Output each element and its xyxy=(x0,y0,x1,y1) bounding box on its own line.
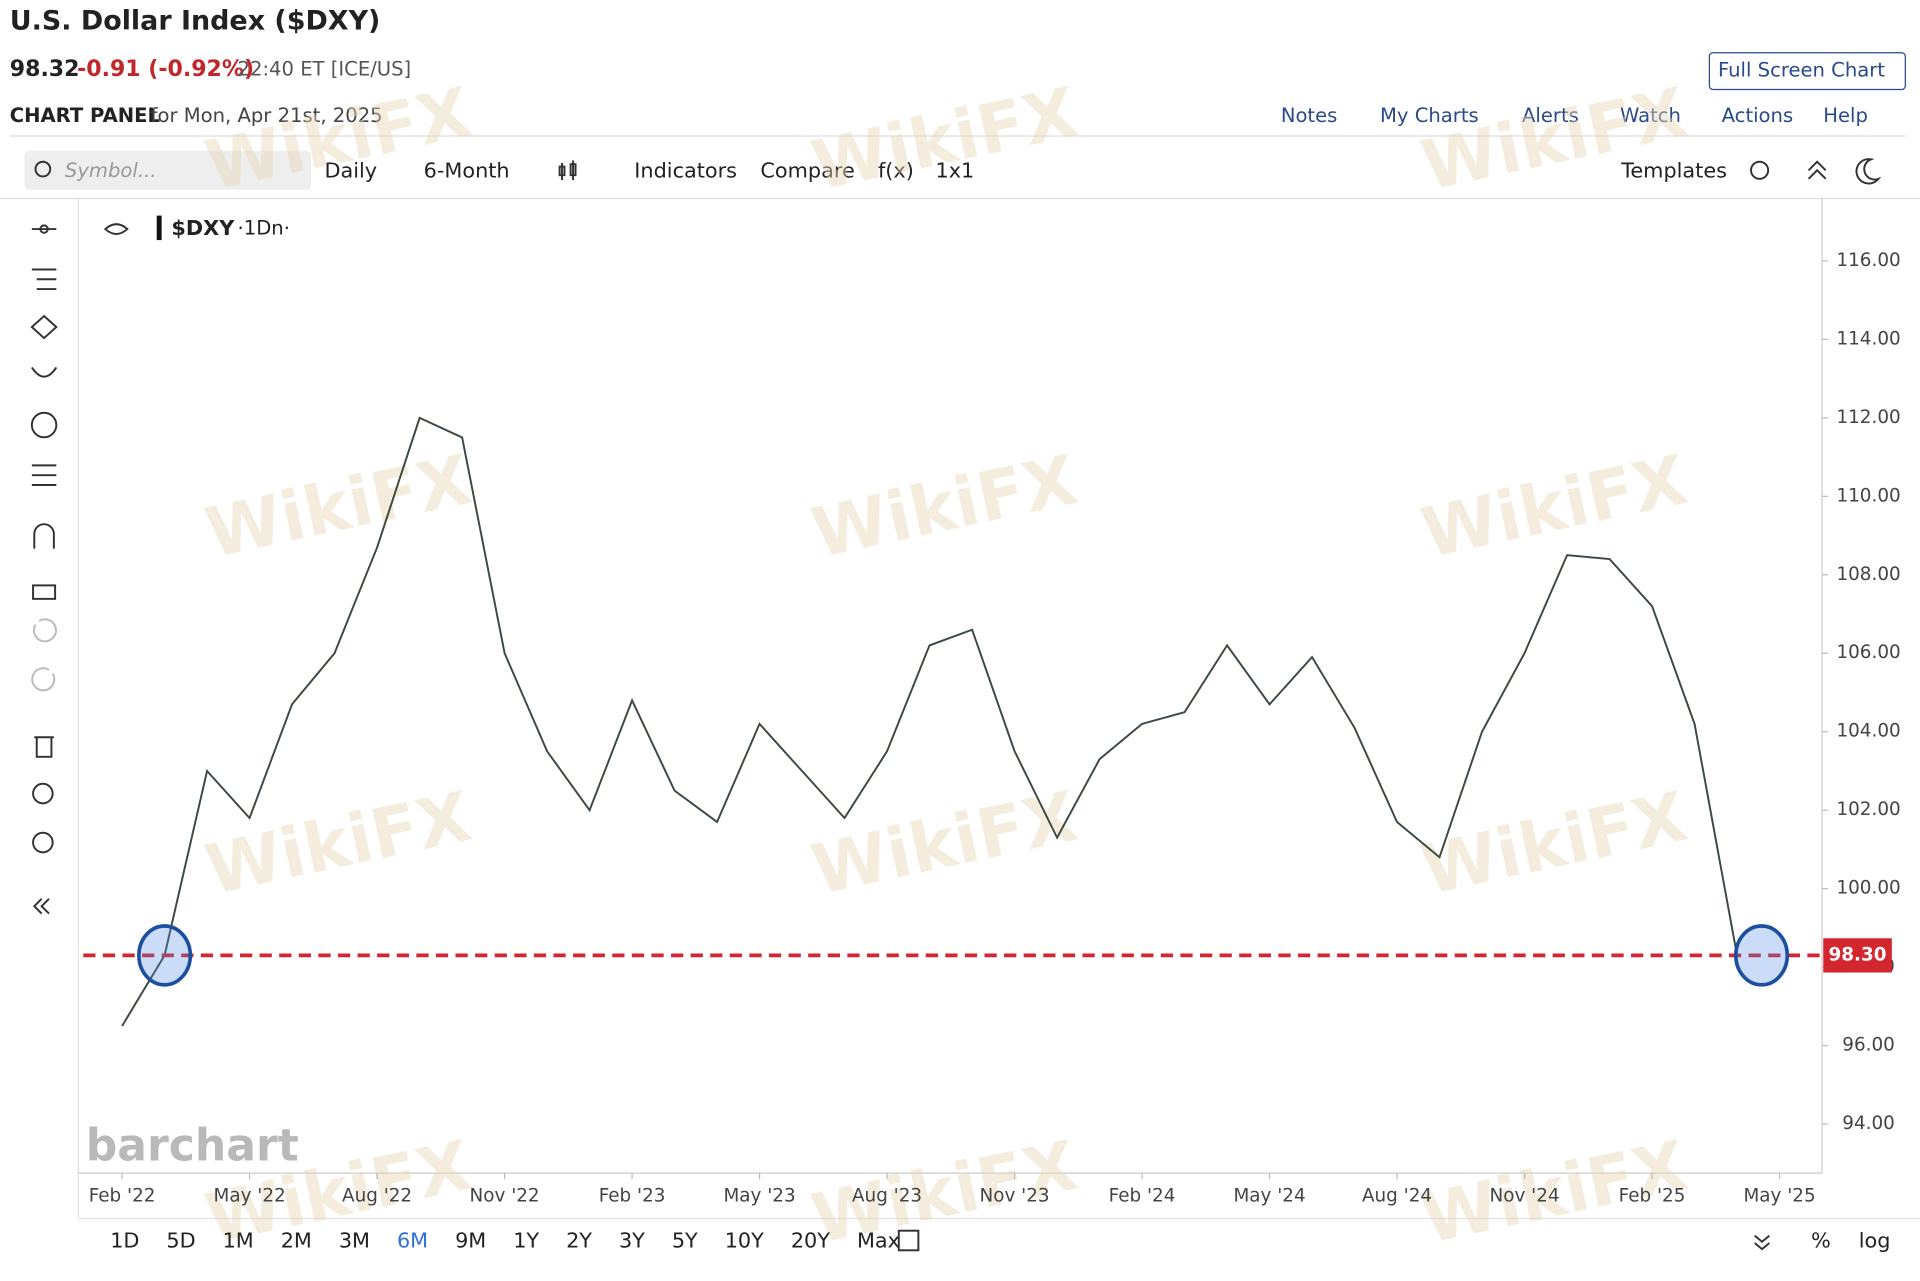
search-placeholder[interactable]: Symbol... xyxy=(65,159,157,182)
x-tick-label: Nov '23 xyxy=(980,1185,1050,1206)
x-tick-label: Feb '24 xyxy=(1109,1185,1176,1206)
theme-icon[interactable] xyxy=(1855,158,1882,185)
nav-link[interactable]: Watch xyxy=(1620,104,1681,127)
nav-link[interactable]: Notes xyxy=(1281,104,1338,127)
x-tick-label: Nov '22 xyxy=(470,1185,540,1206)
full-screen-label[interactable]: Full Screen Chart xyxy=(1718,59,1885,82)
calendar-icon[interactable] xyxy=(897,1229,920,1252)
x-tick-label: May '22 xyxy=(213,1185,285,1206)
nav-link[interactable]: Help xyxy=(1823,104,1868,127)
panel-label: CHART PANEL xyxy=(10,104,160,127)
toolbar-item[interactable]: Indicators xyxy=(634,159,737,183)
y-tick-label: 100.00 xyxy=(1836,878,1900,899)
x-tick-label: May '24 xyxy=(1233,1185,1305,1206)
range-button[interactable]: 2Y xyxy=(566,1229,592,1253)
toolbar-item[interactable]: Compare xyxy=(760,159,854,183)
x-tick-label: Aug '24 xyxy=(1362,1185,1432,1206)
price-line xyxy=(121,416,1739,1027)
search-icon xyxy=(34,160,52,178)
range-button[interactable]: 1Y xyxy=(513,1229,539,1253)
redo-icon[interactable] xyxy=(31,667,56,692)
range-button[interactable]: 9M xyxy=(455,1229,486,1253)
nav-link[interactable]: Actions xyxy=(1722,104,1794,127)
y-tick-label: 94.00 xyxy=(1842,1113,1895,1134)
x-tick-label: Feb '22 xyxy=(89,1185,156,1206)
x-tick-label: Aug '22 xyxy=(342,1185,412,1206)
tool-icon[interactable] xyxy=(31,366,58,378)
range-button[interactable]: 5D xyxy=(166,1229,195,1253)
range-button[interactable]: 10Y xyxy=(725,1229,764,1253)
y-tick-label: 102.00 xyxy=(1836,799,1900,820)
visibility-icon[interactable] xyxy=(103,223,129,235)
chart-style-icon[interactable] xyxy=(558,160,577,181)
x-tick-label: May '23 xyxy=(723,1185,795,1206)
x-tick-label: Feb '25 xyxy=(1619,1185,1686,1206)
range-button[interactable]: 6M xyxy=(397,1229,428,1253)
y-tick-label: 116.00 xyxy=(1836,250,1900,271)
range-button[interactable]: 5Y xyxy=(672,1229,698,1253)
tool-icon[interactable] xyxy=(30,411,58,439)
toolbar-item[interactable]: Daily xyxy=(324,159,377,183)
settings-icon[interactable] xyxy=(1750,160,1770,180)
range-button[interactable]: 3M xyxy=(339,1229,370,1253)
range-button[interactable]: 2M xyxy=(281,1229,312,1253)
toolbar-item[interactable]: 1x1 xyxy=(936,159,975,183)
x-tick-label: Feb '23 xyxy=(599,1185,666,1206)
legend-interval: ·1Dn· xyxy=(238,217,290,240)
nav-link[interactable]: My Charts xyxy=(1380,104,1479,127)
panel-date: for Mon, Apr 21st, 2025 xyxy=(151,104,383,127)
tool-icon[interactable] xyxy=(31,224,57,234)
full-screen-button[interactable] xyxy=(1708,52,1906,91)
nav-link[interactable]: Alerts xyxy=(1522,104,1579,127)
x-tick-label: Aug '23 xyxy=(852,1185,922,1206)
zoom-out-icon[interactable] xyxy=(32,831,54,854)
tool-icon[interactable] xyxy=(31,268,57,291)
y-tick-label: 112.00 xyxy=(1836,407,1900,428)
price-change: -0.91 (-0.92%) xyxy=(77,57,254,82)
magnet-icon[interactable] xyxy=(33,523,55,549)
quote-time: 22:40 ET [ICE/US] xyxy=(238,57,412,80)
range-button[interactable]: 1M xyxy=(223,1229,254,1253)
y-tick-label: 114.00 xyxy=(1836,328,1900,349)
tool-icon[interactable] xyxy=(31,464,57,486)
zoom-in-icon[interactable] xyxy=(32,782,54,805)
legend-symbol: $DXY xyxy=(171,216,235,240)
y-tick-label: 106.00 xyxy=(1836,642,1900,663)
drawing-tools xyxy=(30,224,58,915)
collapse-icon[interactable] xyxy=(1807,160,1827,180)
more-icon[interactable] xyxy=(1754,1234,1771,1251)
range-button[interactable]: 20Y xyxy=(791,1229,830,1253)
symbol-search[interactable] xyxy=(24,150,312,190)
reference-label: 98.30 xyxy=(1829,944,1887,965)
y-tick-label: 110.00 xyxy=(1836,485,1900,506)
percent-option[interactable]: % xyxy=(1811,1229,1831,1253)
highlight-circle xyxy=(137,924,193,987)
collapse-tools-icon[interactable] xyxy=(32,898,50,915)
reference-label-box xyxy=(1823,938,1892,973)
logo: barchart xyxy=(86,1121,299,1172)
toolbar-item[interactable]: f(x) xyxy=(878,159,914,183)
last-price: 98.32 xyxy=(10,57,80,82)
range-button[interactable]: Max xyxy=(857,1229,900,1253)
y-tick-label: 108.00 xyxy=(1836,564,1900,585)
legend-bar xyxy=(156,215,162,241)
y-tick-label: 96.00 xyxy=(1842,1035,1895,1056)
toolbar-item[interactable]: 6-Month xyxy=(424,159,510,183)
range-button[interactable]: 1D xyxy=(110,1229,139,1253)
x-tick-label: May '25 xyxy=(1743,1185,1815,1206)
log-option[interactable]: log xyxy=(1859,1229,1891,1253)
lock-icon[interactable] xyxy=(32,584,57,600)
range-button[interactable]: 3Y xyxy=(619,1229,645,1253)
y-tick-label: 104.00 xyxy=(1836,721,1900,742)
highlight-circle xyxy=(1733,924,1790,987)
delete-icon[interactable] xyxy=(34,736,54,758)
tool-icon[interactable] xyxy=(30,314,58,340)
templates[interactable]: Templates xyxy=(1620,159,1727,183)
undo-icon[interactable] xyxy=(32,618,57,643)
title: U.S. Dollar Index ($DXY) xyxy=(10,6,381,37)
x-tick-label: Nov '24 xyxy=(1490,1185,1560,1206)
